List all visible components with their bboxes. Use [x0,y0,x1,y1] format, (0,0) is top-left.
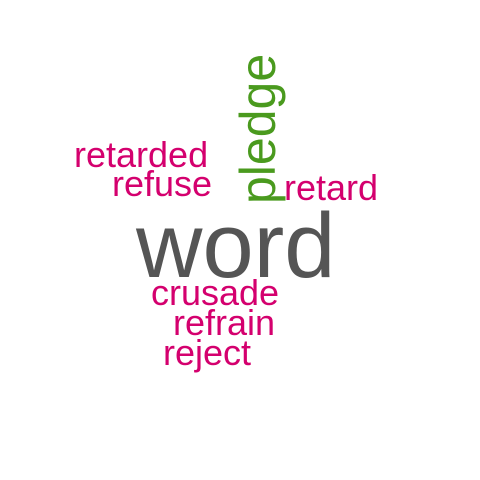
cloud-word-crusade: crusade [151,272,280,313]
cloud-word-retard: retard [284,167,379,208]
cloud-word-word: word [136,195,336,297]
cloud-word-pledge: pledge [230,53,286,204]
cloud-word-reject: reject [163,332,252,373]
cloud-word-refuse: refuse [112,163,213,204]
cloud-word-retarded: retarded [74,134,209,175]
cloud-word-refrain: refrain [173,302,276,343]
